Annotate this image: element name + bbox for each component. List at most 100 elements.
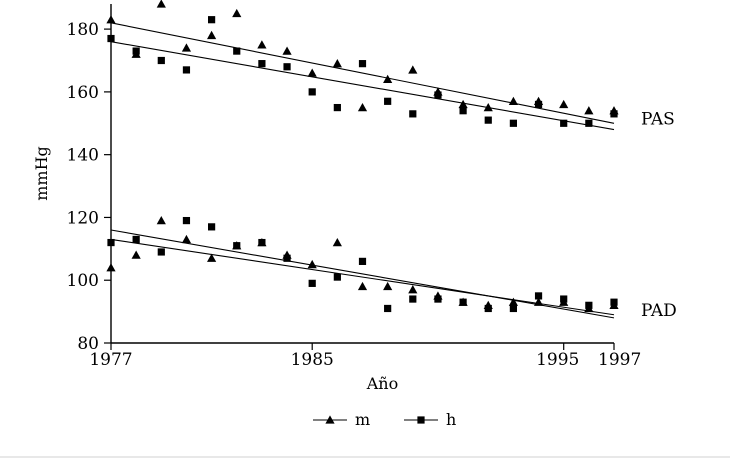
point-pas-h [258, 60, 266, 68]
x-tick-label: 1997 [598, 350, 641, 370]
point-pad-h [233, 242, 241, 250]
point-pad-h [560, 295, 568, 303]
point-pad-h [308, 279, 316, 287]
annotation-pad: PAD [641, 301, 677, 321]
point-pad-h [509, 304, 517, 313]
point-pas-h [283, 63, 291, 71]
point-pad-h [107, 238, 115, 247]
point-pad-m [156, 215, 166, 225]
point-pas-h [484, 116, 492, 124]
data-points [106, 0, 619, 313]
trend-line-pas-h [110, 41, 615, 131]
point-pad-m [181, 234, 192, 244]
point-pas-h [208, 16, 216, 24]
legend-marker-h [417, 416, 425, 424]
point-pas-h [132, 47, 140, 55]
point-pad-h [283, 254, 291, 262]
point-pad-h [585, 301, 593, 309]
point-pad-m [207, 253, 217, 262]
point-pad-m [106, 263, 116, 272]
x-tick-label: 1977 [89, 350, 132, 370]
point-pad-m [508, 297, 518, 306]
trend-line-pas-m [110, 22, 615, 124]
point-pas-m [282, 46, 292, 55]
point-pad-h [333, 273, 341, 281]
point-pas-m [332, 59, 342, 68]
point-pas-m [458, 99, 468, 109]
point-pad-h [409, 295, 417, 303]
point-pas-m [559, 99, 569, 109]
y-tick-label: 120 [67, 208, 99, 228]
axes: 80 100 120 140 160 180 1977 1985 1995 1997 Año mmHg [32, 4, 641, 393]
legend-marker-m [325, 415, 335, 424]
point-pas-h [233, 47, 241, 55]
y-tick-label: 80 [77, 334, 99, 354]
point-pad-m [533, 297, 544, 306]
point-pad-h [384, 304, 392, 313]
point-pas-h [610, 110, 618, 118]
legend-label-m: m [355, 410, 370, 429]
x-axis-label: Año [366, 374, 399, 393]
trend-line-pad-h [110, 238, 615, 316]
point-pad-h [358, 257, 367, 265]
point-pad-h [534, 292, 543, 300]
point-pas-h [434, 91, 442, 99]
point-pas-m [408, 65, 418, 74]
point-pas-m [181, 43, 192, 52]
point-pas-m [106, 15, 116, 24]
x-tick-label: 1995 [536, 350, 579, 370]
point-pad-m [357, 281, 368, 291]
point-pas-m [357, 102, 368, 112]
point-pas-h [560, 119, 568, 127]
y-tick-label: 100 [67, 271, 99, 291]
point-pad-h [459, 298, 467, 306]
point-pad-h [132, 235, 140, 244]
point-pas-h [384, 97, 392, 105]
labels: PAS PAD [641, 109, 677, 320]
point-pad-m [332, 237, 342, 247]
bottom-divider [0, 456, 730, 458]
point-pad-m [307, 259, 317, 269]
point-pas-h [358, 60, 367, 68]
point-pad-h [182, 216, 191, 225]
point-pas-m [232, 8, 242, 18]
point-pad-h [258, 238, 266, 247]
point-pas-m [584, 106, 594, 115]
point-pas-h [409, 110, 417, 118]
point-pad-h [484, 304, 492, 313]
point-pad-h [157, 248, 165, 256]
point-pas-h [308, 88, 316, 96]
point-pas-h [459, 107, 467, 115]
point-pas-h [333, 103, 341, 112]
point-pas-m [207, 30, 217, 40]
point-pad-h [610, 298, 618, 306]
y-tick-label: 160 [67, 83, 99, 103]
trend-line-pad-m [110, 229, 615, 319]
point-pad-m [131, 250, 141, 259]
trend-lines [110, 22, 615, 319]
legend-label-h: h [446, 410, 456, 429]
point-pas-h [585, 119, 593, 127]
x-tick-label: 1985 [291, 350, 334, 370]
point-pas-m [257, 40, 267, 49]
annotation-pas: PAS [641, 109, 675, 129]
point-pas-h [157, 56, 165, 65]
point-pad-h [208, 223, 216, 231]
point-pad-m [383, 281, 393, 291]
point-pas-m [383, 74, 393, 84]
y-axis-label: mmHg [32, 146, 51, 201]
point-pas-m [508, 96, 518, 105]
point-pas-h [182, 66, 191, 74]
y-tick-label: 140 [67, 146, 99, 166]
point-pas-m [156, 0, 166, 8]
point-pas-m [307, 68, 317, 77]
point-pas-h [534, 100, 543, 109]
point-pad-h [434, 295, 442, 303]
y-tick-label: 180 [67, 20, 99, 40]
point-pas-m [483, 102, 493, 112]
point-pas-h [107, 34, 115, 43]
point-pas-h [509, 119, 517, 127]
point-pad-m [408, 285, 418, 294]
